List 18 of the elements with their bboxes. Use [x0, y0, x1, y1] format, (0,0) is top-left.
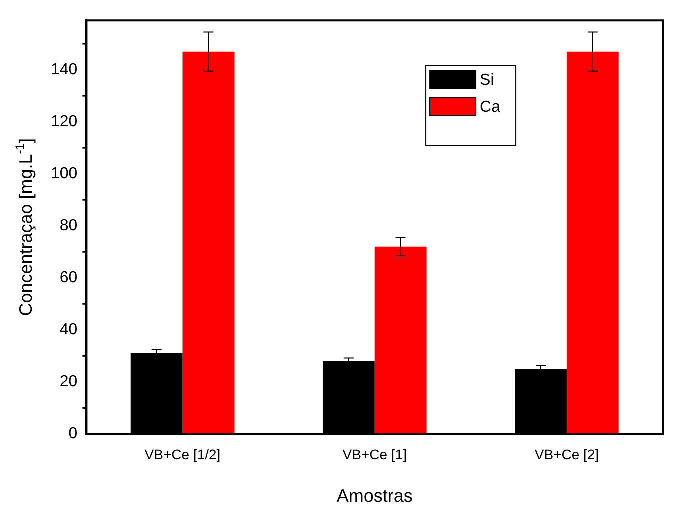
bar — [182, 52, 235, 434]
bar — [374, 246, 427, 434]
bar — [566, 52, 619, 434]
y-tick-label: 40 — [60, 322, 78, 339]
y-tick-label: 60 — [60, 270, 78, 287]
y-tick-label: 20 — [60, 374, 78, 391]
x-tick-label: VB+Ce [2] — [534, 446, 600, 462]
x-tick-label: VB+Ce [1/2] — [144, 446, 221, 462]
y-tick-label: 140 — [50, 61, 78, 78]
y-tick-label: 0 — [68, 426, 78, 443]
legend-label: Si — [480, 72, 494, 90]
y-tick-label: 100 — [50, 165, 78, 182]
x-tick-label: VB+Ce [1] — [342, 446, 407, 462]
y-axis-title: Concentraçao [mg.L-1] — [13, 138, 36, 316]
y-tick-label: 80 — [60, 218, 78, 235]
legend-label: Ca — [480, 99, 501, 116]
x-axis-title: Amostras — [336, 486, 413, 506]
y-tick-label: 120 — [50, 113, 78, 130]
